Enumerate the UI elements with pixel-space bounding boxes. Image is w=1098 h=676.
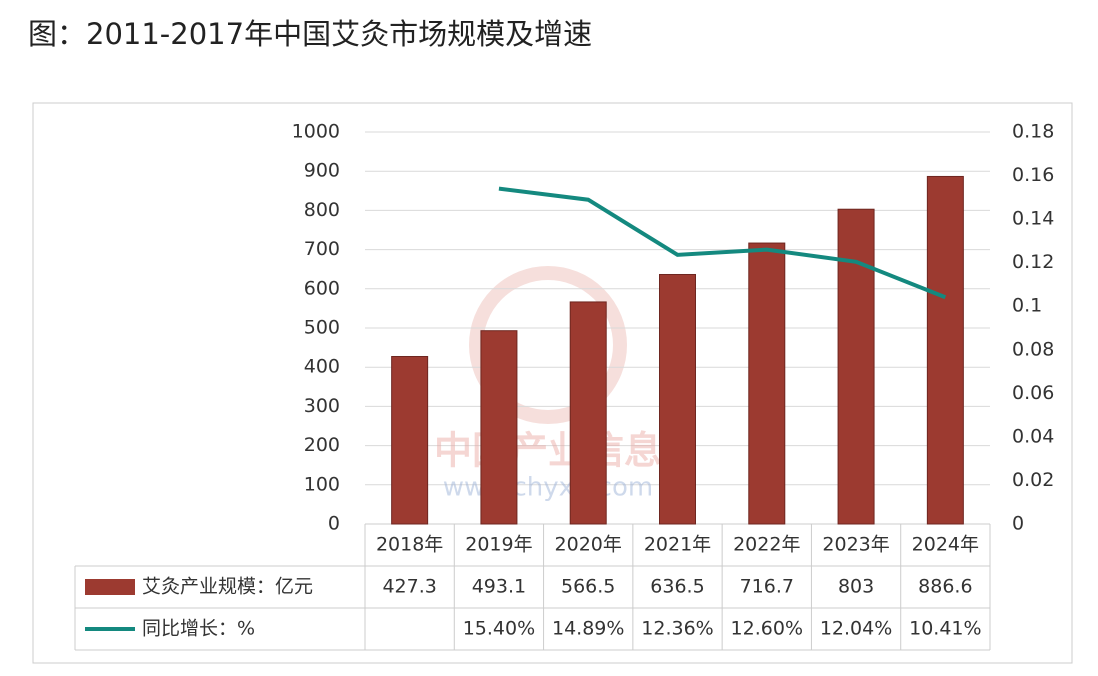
data-label: 10.41% xyxy=(909,618,981,640)
data-label: 427.3 xyxy=(382,576,436,598)
bar xyxy=(391,355,429,525)
x-tick-label: 2018年 xyxy=(376,534,443,556)
y-tick-label: 500 xyxy=(304,317,340,339)
y-tick-label: 1000 xyxy=(292,121,340,143)
legend-label: 同比增长：% xyxy=(142,618,255,640)
y-tick-label: 400 xyxy=(304,356,340,378)
chart-title: 图：2011-2017年中国艾灸市场规模及增速 xyxy=(28,17,592,51)
data-label: 566.5 xyxy=(561,576,615,598)
y-tick-label: 900 xyxy=(304,160,340,182)
chart-frame xyxy=(32,102,1073,664)
data-label: 716.7 xyxy=(740,576,794,598)
bar xyxy=(659,273,696,525)
y2-tick-label: 0.18 xyxy=(1012,121,1054,143)
y2-tick-label: 0.06 xyxy=(1012,382,1054,404)
watermark: www.chyxx.com xyxy=(443,473,653,503)
watermark: 中国产业信息 xyxy=(434,429,662,473)
y2-tick-label: 0.14 xyxy=(1012,208,1054,230)
line xyxy=(498,186,947,300)
bar xyxy=(480,330,518,525)
y2-tick-label: 0.16 xyxy=(1012,164,1054,186)
y-tick-label: 100 xyxy=(304,473,340,495)
y2-tick-label: 0.08 xyxy=(1012,338,1054,360)
y2-tick-label: 0.1 xyxy=(1012,295,1042,317)
data-label: 14.89% xyxy=(552,618,624,640)
x-tick-label: 2023年 xyxy=(822,534,889,556)
x-tick-label: 2022年 xyxy=(733,534,800,556)
watermark-logo xyxy=(469,266,627,424)
bar xyxy=(926,175,964,525)
y-tick-label: 300 xyxy=(304,395,340,417)
y2-tick-label: 0.02 xyxy=(1012,469,1054,491)
data-label: 12.60% xyxy=(731,618,803,640)
y-tick-label: 600 xyxy=(304,277,340,299)
x-tick-label: 2020年 xyxy=(555,534,622,556)
data-label: 12.04% xyxy=(820,618,892,640)
legend-swatch xyxy=(85,579,135,595)
x-tick-label: 2021年 xyxy=(644,534,711,556)
y-tick-label: 700 xyxy=(304,238,340,260)
y-tick-label: 0 xyxy=(328,513,340,535)
data-label: 493.1 xyxy=(472,576,526,598)
y2-tick-label: 0 xyxy=(1012,513,1024,535)
data-label: 803 xyxy=(838,576,874,598)
x-tick-label: 2019年 xyxy=(465,534,532,556)
data-label: 886.6 xyxy=(918,576,972,598)
bar xyxy=(569,301,607,525)
y-tick-label: 800 xyxy=(304,199,340,221)
bar xyxy=(748,242,786,525)
data-label: 15.40% xyxy=(463,618,535,640)
legend-label: 艾灸产业规模：亿元 xyxy=(142,576,313,598)
y-tick-label: 200 xyxy=(304,434,340,456)
x-tick-label: 2024年 xyxy=(912,534,979,556)
y2-tick-label: 0.04 xyxy=(1012,425,1054,447)
data-label: 636.5 xyxy=(650,576,704,598)
y2-tick-label: 0.12 xyxy=(1012,251,1054,273)
bar xyxy=(837,208,875,525)
data-label: 12.36% xyxy=(641,618,713,640)
